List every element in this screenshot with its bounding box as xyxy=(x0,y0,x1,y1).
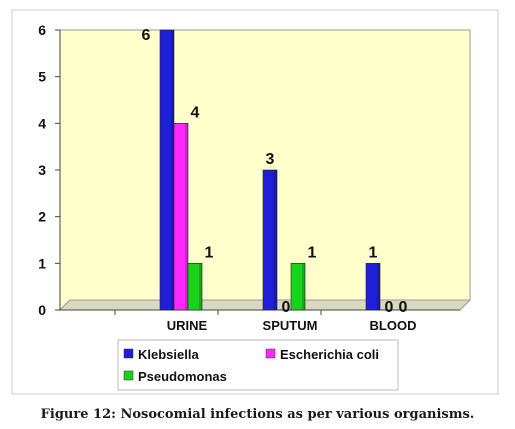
legend-label: Pseudomonas xyxy=(138,369,227,384)
bar-pseudomonas-sputum xyxy=(290,263,306,311)
bar-shade xyxy=(377,263,380,310)
bar-klebsiella-sputum xyxy=(262,169,278,311)
bar-shade xyxy=(171,30,174,310)
bar-zero-escherichia-coli-blood xyxy=(380,309,394,310)
x-tick-label: BLOOD xyxy=(370,318,417,333)
y-tick-label: 1 xyxy=(38,255,46,271)
chart-area: 0 1 2 3 4 5 6 URINE 6 4 1 SPUTUM 3 0 1 BLOOD 1 0 0 Klebsiel… xyxy=(11,9,499,395)
data-label: 1 xyxy=(205,244,214,261)
data-label: 0 xyxy=(399,299,408,316)
bar-escherichia-coli-urine xyxy=(173,123,189,311)
legend-label: Escherichia coli xyxy=(280,347,379,362)
y-tick-label: 2 xyxy=(38,209,46,225)
y-tick-label: 0 xyxy=(38,302,46,318)
legend-swatch xyxy=(123,370,134,381)
data-label: 0 xyxy=(385,299,394,316)
legend-box xyxy=(117,339,399,391)
data-label: 6 xyxy=(142,27,151,44)
bar-shade xyxy=(274,170,277,310)
bar-klebsiella-blood xyxy=(365,263,381,311)
bar-zero-escherichia-coli-sputum xyxy=(277,309,291,310)
data-label: 1 xyxy=(369,244,378,261)
data-label: 1 xyxy=(308,244,317,261)
bar-zero-pseudomonas-blood xyxy=(394,309,408,310)
figure-caption: Figure 12: Nosocomial infections as per … xyxy=(40,407,475,422)
bar-shade xyxy=(199,263,202,310)
bar-shade xyxy=(302,263,305,310)
data-label: 0 xyxy=(282,299,291,316)
data-label: 3 xyxy=(266,151,275,168)
x-tick-label: SPUTUM xyxy=(263,318,318,333)
legend-swatch xyxy=(123,348,134,359)
legend-label: Klebsiella xyxy=(138,347,199,362)
x-tick-label: URINE xyxy=(167,318,208,333)
legend-swatch xyxy=(265,348,276,359)
data-label: 4 xyxy=(191,104,200,121)
y-tick-label: 4 xyxy=(38,115,46,131)
y-tick-label: 6 xyxy=(38,22,46,38)
y-tick-label: 5 xyxy=(38,69,46,85)
bar-shade xyxy=(185,123,188,310)
y-tick-label: 3 xyxy=(38,162,46,178)
bar-pseudomonas-urine xyxy=(187,263,203,311)
